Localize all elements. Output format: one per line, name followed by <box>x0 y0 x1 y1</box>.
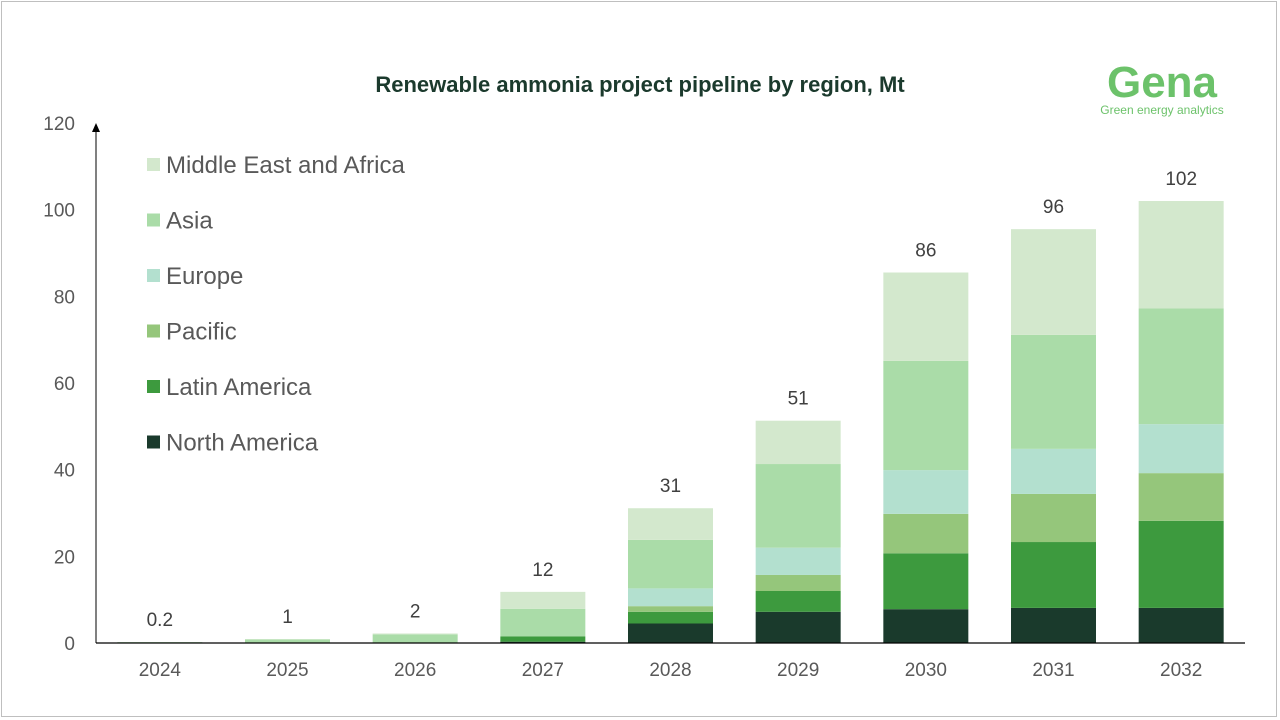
bar-segment-middle-east-and-africa <box>755 420 841 465</box>
legend-label: North America <box>166 430 319 457</box>
bar-segment-pacific <box>628 606 713 612</box>
y-tick-label: 40 <box>54 461 75 482</box>
bar-segment-asia <box>245 639 330 643</box>
legend-swatch <box>147 158 160 171</box>
legend-swatch <box>147 435 160 449</box>
x-tick-label: 2031 <box>1032 660 1074 681</box>
legend-swatch <box>147 324 160 338</box>
bar-segment-asia <box>500 608 586 637</box>
bar-segment-latin-america <box>1138 520 1224 608</box>
total-label: 31 <box>660 476 681 497</box>
x-tick-label: 2025 <box>266 660 308 681</box>
y-tick-label: 120 <box>43 114 75 135</box>
bar-segment-pacific <box>755 574 841 591</box>
y-tick-label: 100 <box>43 201 75 222</box>
y-tick-label: 20 <box>54 547 75 568</box>
bar-segment-latin-america <box>1011 542 1096 608</box>
x-tick-label: 2028 <box>649 660 691 681</box>
bar-segment-europe <box>628 588 713 607</box>
x-tick-label: 2027 <box>522 660 564 681</box>
x-tick-label: 2032 <box>1160 660 1202 681</box>
legend-label: Middle East and Africa <box>166 152 405 179</box>
total-label: 102 <box>1165 169 1197 190</box>
bar-segment-middle-east-and-africa <box>628 508 713 540</box>
bar-segment-north-america <box>883 609 969 643</box>
bar-segment-asia <box>1011 334 1096 449</box>
bar-segment-pacific <box>1138 473 1224 521</box>
bar-segment-latin-america <box>755 591 841 612</box>
bar-segment-europe <box>883 470 969 514</box>
chart-title: Renewable ammonia project pipeline by re… <box>375 72 905 97</box>
bar-segment-middle-east-and-africa <box>883 272 969 361</box>
y-tick-label: 80 <box>54 287 75 308</box>
bar-segment-north-america <box>1138 607 1224 643</box>
bar-segment-europe <box>1011 448 1096 494</box>
logo: Gena Green energy analytics <box>1100 58 1223 117</box>
bar-segment-europe <box>755 547 841 575</box>
bar-segment-middle-east-and-africa <box>372 633 458 635</box>
legend-label: Latin America <box>166 374 312 401</box>
bar-segment-asia <box>883 360 969 471</box>
total-label: 2 <box>410 601 421 622</box>
total-label: 86 <box>915 241 936 262</box>
total-label: 96 <box>1043 197 1064 218</box>
bar-segment-asia <box>1138 308 1224 425</box>
legend-item: Pacific <box>147 319 237 346</box>
legend-item: Middle East and Africa <box>147 152 405 179</box>
legend-swatch <box>147 380 160 393</box>
x-axis: 2024 2025 2026 2027 2028 2029 2030 2031 2032 <box>96 642 1245 681</box>
bar-segment-north-america <box>755 611 841 643</box>
bar-segment-middle-east-and-africa <box>500 591 586 609</box>
x-tick-label: 2030 <box>905 660 947 681</box>
bar-segment-middle-east-and-africa <box>1011 229 1096 335</box>
y-tick-label: 60 <box>54 374 75 395</box>
legend-item: Europe <box>147 263 243 290</box>
legend-swatch <box>147 213 160 227</box>
legend-swatch <box>147 269 160 282</box>
logo-tagline: Green energy analytics <box>1100 103 1223 117</box>
legend-label: Europe <box>166 263 243 290</box>
bar-segment-europe <box>1138 424 1224 474</box>
bar-segment-pacific <box>1011 493 1096 543</box>
legend-label: Asia <box>166 208 213 235</box>
total-label: 1 <box>282 607 293 628</box>
bar-segment-asia <box>628 539 713 589</box>
y-axis: 0 20 40 60 80 100 120 <box>43 114 100 655</box>
bar-segment-asia <box>372 634 458 643</box>
legend-item: Asia <box>147 208 213 235</box>
bar-segment-pacific <box>883 513 969 554</box>
total-label: 12 <box>532 560 553 581</box>
bar-segment-latin-america <box>628 611 713 624</box>
x-tick-label: 2026 <box>394 660 436 681</box>
x-tick-label: 2029 <box>777 660 819 681</box>
bar-segment-middle-east-and-africa <box>1138 201 1224 309</box>
total-label: 0.2 <box>147 610 173 631</box>
bar-segment-latin-america <box>500 636 586 642</box>
y-axis-arrow-icon <box>92 123 100 132</box>
legend-item: North America <box>147 430 319 457</box>
bar-segment-north-america <box>628 623 713 643</box>
logo-wordmark: Gena <box>1107 58 1218 107</box>
bar-segment-north-america <box>1011 607 1096 643</box>
legend: Middle East and Africa Asia Europe Pacific L… <box>147 152 405 457</box>
legend-item: Latin America <box>147 374 312 401</box>
bar-segment-latin-america <box>883 553 969 610</box>
total-label: 51 <box>788 389 809 410</box>
y-tick-label: 0 <box>64 634 75 655</box>
bar-segment-north-america <box>500 641 586 643</box>
legend-label: Pacific <box>166 319 237 346</box>
x-tick-label: 2024 <box>139 660 182 681</box>
bar-segment-asia <box>755 464 841 548</box>
